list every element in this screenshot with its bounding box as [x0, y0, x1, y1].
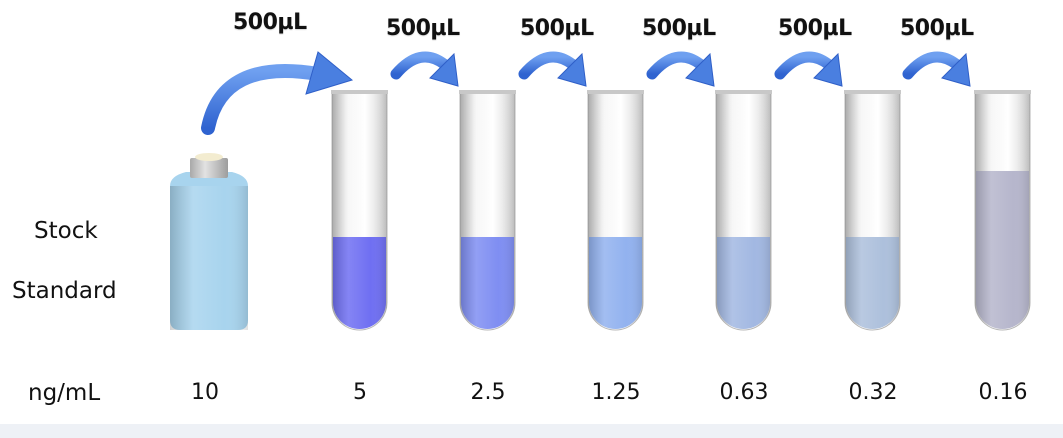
transfer-label-4: 500µL: [642, 16, 716, 41]
arrows-layer: [201, 51, 971, 135]
test-tube-3-rim: [587, 90, 644, 94]
tubes-layer: [331, 90, 1031, 331]
stock-label-line1: Stock: [34, 218, 98, 244]
transfer-arrow-6-head: [941, 52, 971, 87]
test-tube-6-rim: [974, 90, 1031, 94]
transfer-label-5: 500µL: [778, 16, 852, 41]
transfer-arrow-3-shaft: [518, 51, 578, 80]
tube-5-concentration: 0.32: [848, 380, 898, 405]
tube-4-concentration: 0.63: [719, 380, 769, 405]
test-tube-6-shading: [974, 92, 1030, 330]
transfer-label-2: 500µL: [386, 16, 460, 41]
transfer-arrow-1-shaft: [201, 64, 325, 135]
stock-bottle-shading: [170, 186, 248, 330]
transfer-label-1: 500µL: [233, 10, 307, 35]
test-tube-3: [587, 90, 644, 331]
test-tube-4-shading: [716, 92, 771, 330]
test-tube-2-shading: [460, 92, 515, 330]
transfer-arrow-1: [201, 51, 354, 135]
test-tube-4-rim: [715, 90, 772, 94]
tube-6-concentration: 0.16: [978, 380, 1028, 405]
unit-label: ng/mL: [28, 380, 101, 406]
transfer-arrow-1-head: [305, 51, 354, 95]
tube-1-concentration: 5: [353, 380, 367, 405]
test-tube-4: [715, 90, 772, 331]
transfer-arrow-2: [390, 51, 459, 87]
stock-bottle-cap: [190, 158, 228, 178]
transfer-arrow-5-shaft: [774, 51, 834, 80]
transfer-arrow-3: [518, 51, 587, 87]
test-tube-1: [331, 90, 388, 331]
transfer-arrow-3-head: [557, 52, 587, 87]
test-tube-2: [459, 90, 516, 331]
transfer-arrow-5-head: [813, 52, 843, 87]
stock-bottle-cap-top: [195, 153, 223, 161]
transfer-label-3: 500µL: [520, 16, 594, 41]
transfer-arrow-4-shaft: [646, 51, 706, 80]
transfer-arrow-2-shaft: [390, 51, 450, 80]
transfer-arrow-6: [902, 51, 971, 87]
test-tube-5: [844, 90, 901, 331]
bottom-band: [0, 424, 1063, 438]
transfer-arrow-2-head: [429, 52, 459, 87]
test-tube-1-shading: [332, 92, 387, 330]
tube-2-concentration: 2.5: [470, 380, 506, 405]
test-tube-2-rim: [459, 90, 516, 94]
test-tube-6: [974, 90, 1031, 331]
transfer-arrow-5: [774, 51, 843, 87]
transfer-label-6: 500µL: [900, 16, 974, 41]
test-tube-1-rim: [331, 90, 388, 94]
stock-bottle: [170, 153, 248, 330]
stock-label-line2: Standard: [12, 278, 117, 304]
tube-3-concentration: 1.25: [591, 380, 641, 405]
transfer-arrow-4-head: [685, 52, 715, 87]
stock-concentration: 10: [191, 380, 219, 405]
test-tube-3-shading: [588, 92, 643, 330]
test-tube-5-shading: [845, 92, 900, 330]
transfer-arrow-4: [646, 51, 715, 87]
test-tube-5-rim: [844, 90, 901, 94]
transfer-arrow-6-shaft: [902, 51, 962, 80]
